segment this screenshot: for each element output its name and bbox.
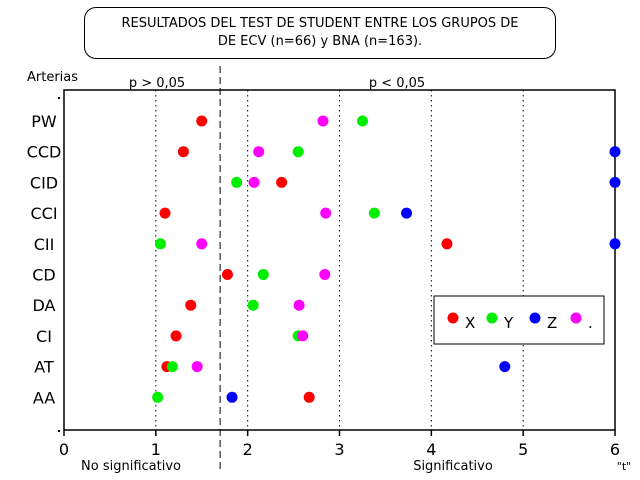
point-series0-da [185, 299, 197, 311]
legend-marker-1 [486, 312, 498, 324]
point-series0-pw [196, 115, 208, 127]
category-label-cid: CID [30, 173, 58, 192]
point-series1-ccd [292, 146, 304, 158]
point-series1-cid [231, 176, 243, 188]
point-series2-cci [401, 207, 413, 219]
point-series3-da [293, 299, 305, 311]
point-series2-aa [226, 391, 238, 403]
x-tick-label-3: 3 [334, 440, 344, 459]
point-series0-cd [221, 269, 233, 280]
category-label-ci: CI [36, 327, 52, 346]
chart-title-box: RESULTADOS DEL TEST DE STUDENT ENTRE LOS… [84, 7, 556, 59]
point-series3-at [191, 361, 203, 373]
point-series0-cii [441, 238, 453, 250]
point-series3-cd [319, 269, 331, 280]
category-label-at: AT [34, 358, 54, 377]
point-series3-ccd [253, 146, 265, 158]
point-series3-ci [297, 330, 309, 342]
legend-label-1: Y [503, 314, 514, 332]
bottom-label-left: No significativo [81, 459, 181, 474]
category-label-cii: CII [34, 235, 55, 254]
point-series1-at [166, 361, 178, 373]
point-series0-cid [276, 176, 288, 188]
point-series2-ccd [609, 146, 621, 158]
legend-label-3: . [588, 314, 593, 332]
point-series0-aa [303, 391, 315, 403]
category-label-aa: AA [33, 388, 55, 407]
x-tick-label-4: 4 [426, 440, 436, 459]
x-tick-label-2: 2 [243, 440, 253, 459]
category-label-cd: CD [32, 266, 56, 285]
x-tick-label-0: 0 [59, 440, 69, 459]
x-tick-label-1: 1 [151, 440, 161, 459]
x-unit-label: "t" [617, 460, 631, 473]
y-axis-title: Arterias [27, 70, 78, 85]
point-series3-pw [317, 115, 329, 127]
point-series1-cii [154, 238, 166, 250]
category-label-ccd: CCD [27, 143, 62, 162]
legend-marker-2 [529, 312, 541, 324]
legend-marker-0 [447, 312, 459, 324]
point-series2-at [499, 361, 511, 373]
point-series2-cii [609, 238, 621, 250]
category-label-pw: PW [31, 112, 57, 131]
point-series1-aa [152, 391, 164, 403]
point-series1-cd [257, 269, 269, 280]
point-series1-da [247, 299, 259, 311]
x-tick-label-6: 6 [610, 440, 620, 459]
point-series0-ci [170, 330, 182, 342]
point-series1-pw [356, 115, 368, 127]
point-series2-cid [609, 176, 621, 188]
legend-label-2: Z [547, 314, 557, 332]
legend-label-0: X [465, 314, 475, 332]
region-label-left: p > 0,05 [129, 76, 185, 91]
x-tick-label-5: 5 [518, 440, 528, 459]
chart-title-line-1: RESULTADOS DEL TEST DE STUDENT ENTRE LOS… [121, 16, 519, 31]
bottom-label-right: Significativo [413, 459, 493, 474]
point-series0-ccd [177, 146, 189, 158]
point-series3-cii [196, 238, 208, 250]
point-series0-cci [159, 207, 171, 219]
point-series3-cid [248, 176, 260, 188]
category-label-cci: CCI [30, 204, 57, 223]
chart-title-line-2: DE ECV (n=66) y BNA (n=163). [217, 34, 423, 49]
point-series1-cci [368, 207, 380, 219]
legend-marker-3 [570, 312, 582, 324]
region-label-right: p < 0,05 [369, 76, 425, 91]
point-series3-cci [320, 207, 332, 219]
category-label-da: DA [33, 296, 56, 315]
